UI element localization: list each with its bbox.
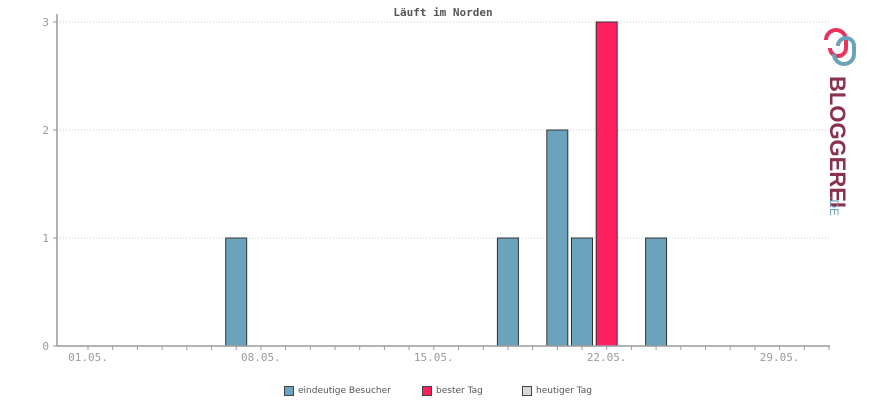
bar (496, 237, 519, 347)
x-tick-labels: 01.05. 08.05. 15.05. 22.05. 29.05. (68, 351, 799, 364)
bloggerei-logo: BLOGGEREI .DE (812, 20, 868, 220)
legend-label-visitors: eindeutige Besucher (298, 386, 391, 396)
logo-speech-icon-blue (832, 36, 856, 66)
y-tick-label: 1 (42, 232, 49, 245)
y-tick-label: 2 (42, 124, 49, 137)
logo-speech-icon-red (824, 28, 848, 58)
x-tick-label: 29.05. (760, 351, 800, 364)
bloggerei-logo-icon: BLOGGEREI .DE (824, 28, 856, 216)
legend-swatch-visitors (284, 386, 294, 396)
grid (57, 21, 830, 239)
x-tick-label: 22.05. (587, 351, 627, 364)
bar (571, 237, 593, 347)
bar (546, 129, 569, 347)
logo-text: BLOGGEREI (825, 76, 850, 208)
legend-label-today: heutiger Tag (536, 386, 593, 396)
y-tick-label: 0 (42, 340, 49, 353)
legend-swatch-best-day (422, 386, 432, 396)
bar (645, 237, 668, 347)
x-tick-label: 08.05. (241, 351, 281, 364)
legend-label-best-day: bester Tag (436, 386, 483, 396)
y-tick-label: 3 (42, 16, 49, 29)
bar-best-day (595, 21, 618, 347)
legend-swatch-today (522, 386, 532, 396)
legend: eindeutige Besucher bester Tag heutiger … (0, 386, 870, 400)
bars (225, 21, 668, 347)
legend-item-today: heutiger Tag (522, 386, 592, 396)
bar (225, 237, 248, 347)
chart-title: Läuft im Norden (393, 6, 492, 19)
axes (53, 14, 830, 350)
logo-suffix: .DE (827, 196, 841, 216)
x-tick-label: 15.05. (414, 351, 454, 364)
y-tick-labels: 0 1 2 3 (42, 16, 49, 353)
legend-item-visitors: eindeutige Besucher (284, 386, 391, 396)
x-tick-label: 01.05. (68, 351, 108, 364)
legend-item-best-day: bester Tag (422, 386, 483, 396)
